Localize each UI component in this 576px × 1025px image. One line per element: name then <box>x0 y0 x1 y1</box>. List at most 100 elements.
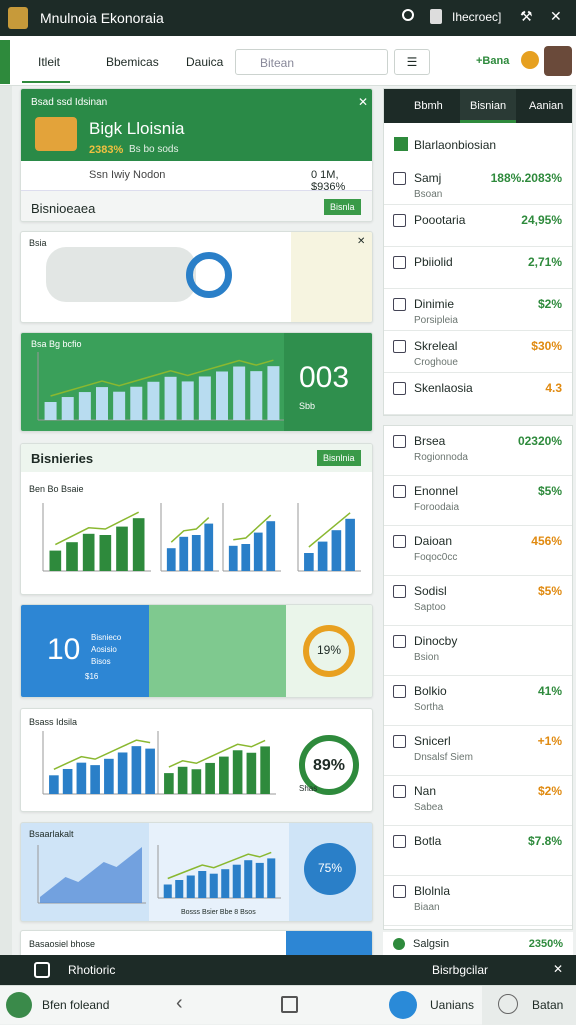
list-item[interactable]: Bolkio Sortha 41% <box>384 676 572 726</box>
search-icon[interactable] <box>402 9 414 21</box>
item-value: +1% <box>537 734 562 748</box>
tab[interactable]: Itleit <box>22 55 71 83</box>
decoration <box>61 397 74 420</box>
list-item[interactable]: Enonnel Foroodaia $5% <box>384 476 572 526</box>
account[interactable]: Ihecroec] <box>452 10 502 24</box>
hero-stat-note: Bs bo sods <box>129 144 179 155</box>
item-icon <box>393 735 406 748</box>
close-icon[interactable]: ✕ <box>357 236 366 247</box>
list-item[interactable]: Poootaria 24,95% <box>384 205 572 247</box>
item-label: Pbiiolid <box>414 255 453 269</box>
decoration <box>331 530 342 571</box>
decoration <box>221 869 230 898</box>
nav-icon[interactable] <box>498 994 518 1014</box>
nav-label[interactable]: Bfen foleand <box>42 998 110 1012</box>
trend-label: Bsa Bg bcfio <box>31 339 82 349</box>
panel-tab[interactable]: Aanian <box>529 100 564 112</box>
list-item[interactable]: Brsea Rogionnoda 02320% <box>384 426 572 476</box>
decoration <box>267 366 280 420</box>
nav-label[interactable]: Uanians <box>430 998 475 1012</box>
donut <box>186 252 232 298</box>
list-item[interactable]: Samj Bsoan 188%.2083% <box>384 163 572 205</box>
nav-label[interactable]: Batan <box>532 998 564 1012</box>
item-sub: Foroodaia <box>414 502 460 513</box>
bar-label[interactable]: Bisrbgcilar <box>432 963 489 977</box>
decoration <box>96 387 108 420</box>
item-icon <box>393 382 406 395</box>
search-box[interactable]: Bitean <box>235 49 388 75</box>
blue-note: $16 <box>85 672 99 681</box>
decoration <box>163 884 172 898</box>
item-label: Skenlaosia <box>414 381 473 395</box>
app-title: Mnulnoia Ekonoraia <box>40 10 164 26</box>
bar-label[interactable]: Rhotioric <box>68 963 116 977</box>
list-item[interactable]: Skreleal Croghoue $30% <box>384 331 572 373</box>
doc-icon[interactable] <box>430 9 442 24</box>
active-nav[interactable] <box>389 991 417 1019</box>
panel-tab[interactable]: Bisnian <box>460 89 516 123</box>
item-label: Sodisl <box>414 584 447 598</box>
list-item[interactable]: Daioan Foqoc0cc 456% <box>384 526 572 576</box>
item-label: Botla <box>414 834 442 848</box>
list-item[interactable]: Blolnla Biaan <box>384 876 572 926</box>
nav-avatar[interactable] <box>6 992 32 1018</box>
hero-stat: 2383% <box>89 144 124 156</box>
item-icon <box>393 256 406 269</box>
decoration <box>219 756 229 794</box>
decoration <box>228 545 238 571</box>
home-button[interactable] <box>281 996 298 1013</box>
donut: 89% <box>299 735 359 795</box>
hero-button[interactable]: Bisnla <box>324 199 361 215</box>
item-value: $2% <box>537 784 562 798</box>
item-label: Dinimie <box>414 297 455 311</box>
tab[interactable]: Bbemicas <box>106 55 159 69</box>
panel-list: Samj Bsoan 188%.2083% Poootaria 24,95% Pbiiol… <box>384 163 572 417</box>
decoration <box>164 773 174 794</box>
decoration <box>130 386 143 420</box>
decoration <box>168 739 266 768</box>
decoration <box>233 514 272 541</box>
list-item[interactable]: Nan Sabea $2% <box>384 776 572 826</box>
growth-label: Bsass Idsila <box>29 717 78 727</box>
item-label: Blolnla <box>414 884 451 898</box>
menu-button[interactable]: ☰ <box>394 49 430 75</box>
item-icon <box>393 298 406 311</box>
tab[interactable]: Dauica <box>186 55 224 69</box>
trend-side <box>284 333 372 431</box>
list-item[interactable]: Botla $7.8% <box>384 826 572 876</box>
settings-icon[interactable]: ⚒ <box>520 8 533 24</box>
side-panel: Bbmh Bisnian Aanian Blarlaonbiosian Samj… <box>383 88 573 416</box>
notification[interactable] <box>521 51 539 69</box>
decoration <box>62 768 73 794</box>
list-item[interactable]: Dinocby Bsion <box>384 626 572 676</box>
item-value: 456% <box>531 534 562 548</box>
business-button[interactable]: Bisnlnia <box>317 450 361 466</box>
hero-header <box>21 89 372 161</box>
item-icon <box>393 172 406 185</box>
item-label: Daioan <box>414 534 453 548</box>
decoration <box>116 526 128 571</box>
close-icon[interactable]: ✕ <box>553 962 564 976</box>
decoration <box>308 512 351 548</box>
list-item[interactable]: Snicerl Dnsalsf Siem +1% <box>384 726 572 776</box>
panel-footer: Salgsin 2350% <box>383 932 573 956</box>
decoration <box>82 533 95 571</box>
panel-tab[interactable]: Bbmh <box>414 100 443 112</box>
close-icon[interactable]: ✕ <box>550 8 562 24</box>
decoration <box>232 750 243 794</box>
list-item[interactable]: Sodisl Saptoo $5% <box>384 576 572 626</box>
hero-card: Bsad ssd Idsinan ✕ Bigk Lloisnia 2383% B… <box>20 88 373 222</box>
list-item[interactable]: Pbiiolid 2,71% <box>384 247 572 289</box>
decoration <box>170 517 210 543</box>
item-sub: Croghoue <box>414 357 458 368</box>
close-icon[interactable]: ✕ <box>358 95 369 109</box>
decoration <box>246 752 257 794</box>
avatar[interactable] <box>544 46 572 76</box>
list-item[interactable]: Dinimie Porsipleia $2% <box>384 289 572 331</box>
item-label: Dinocby <box>414 634 458 648</box>
decoration <box>345 518 355 571</box>
list-item[interactable]: Skenlaosia 4.3 <box>384 373 572 415</box>
back-button[interactable]: ‹ <box>176 992 183 1014</box>
item-label: Skreleal <box>414 339 458 353</box>
decoration <box>209 873 218 898</box>
